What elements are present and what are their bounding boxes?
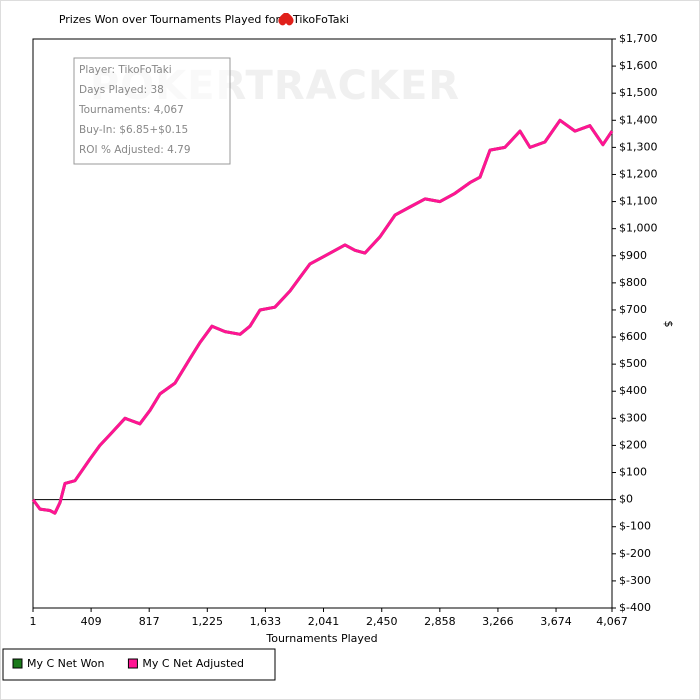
legend-label: My C Net Adjusted (142, 657, 244, 670)
legend-swatch (127, 658, 138, 669)
x-tick-label: 4,067 (596, 615, 628, 628)
x-axis-label: Tournaments Played (265, 632, 377, 645)
y-tick-label: $-400 (619, 601, 651, 614)
y-tick-label: $1,500 (619, 86, 658, 99)
x-tick-label: 1,225 (192, 615, 224, 628)
y-tick-label: $300 (619, 411, 647, 424)
x-tick-label: 2,041 (308, 615, 340, 628)
info-line: Days Played: 38 (79, 84, 164, 96)
y-tick-label: $0 (619, 493, 633, 506)
y-tick-label: $500 (619, 357, 647, 370)
y-axis-label: $ (662, 321, 675, 328)
info-line: ROI % Adjusted: 4.79 (79, 144, 191, 156)
x-tick-label: 1,633 (250, 615, 282, 628)
y-tick-label: $900 (619, 249, 647, 262)
series-line (31, 118, 614, 515)
y-tick-label: $-300 (619, 574, 651, 587)
y-tick-label: $800 (619, 276, 647, 289)
x-tick-label: 2,858 (424, 615, 456, 628)
x-tick-label: 1 (30, 615, 37, 628)
y-tick-label: $1,100 (619, 195, 658, 208)
y-tick-label: $-200 (619, 547, 651, 560)
y-tick-label: $1,400 (619, 113, 658, 126)
y-tick-label: $-100 (619, 520, 651, 533)
player-icon (278, 13, 294, 26)
x-tick-label: 3,674 (540, 615, 572, 628)
legend-label: My C Net Won (27, 657, 104, 670)
x-tick-label: 3,266 (482, 615, 514, 628)
y-tick-label: $400 (619, 384, 647, 397)
x-tick-label: 409 (81, 615, 102, 628)
legend-swatch (12, 658, 23, 669)
y-tick-label: $1,000 (619, 222, 658, 235)
y-tick-label: $1,700 (619, 32, 658, 45)
player-name: TikoFoTaki (292, 13, 349, 26)
y-tick-label: $1,200 (619, 167, 658, 180)
y-tick-label: $600 (619, 330, 647, 343)
y-tick-label: $200 (619, 438, 647, 451)
x-tick-label: 817 (139, 615, 160, 628)
info-box: Player: TikoFoTaki Days Played: 38 Tournam… (73, 57, 231, 165)
plot-frame (32, 38, 613, 609)
info-line: Tournaments: 4,067 (78, 104, 184, 116)
info-line: Buy-In: $6.85+$0.15 (79, 124, 188, 136)
chart-title: Prizes Won over Tournaments Played for (59, 13, 281, 26)
legend (2, 648, 276, 681)
y-tick-label: $1,600 (619, 59, 658, 72)
y-tick-label: $100 (619, 466, 647, 479)
y-tick-label: $700 (619, 303, 647, 316)
info-line: Player: TikoFoTaki (79, 64, 172, 76)
x-tick-label: 2,450 (366, 615, 398, 628)
y-tick-label: $1,300 (619, 140, 658, 153)
